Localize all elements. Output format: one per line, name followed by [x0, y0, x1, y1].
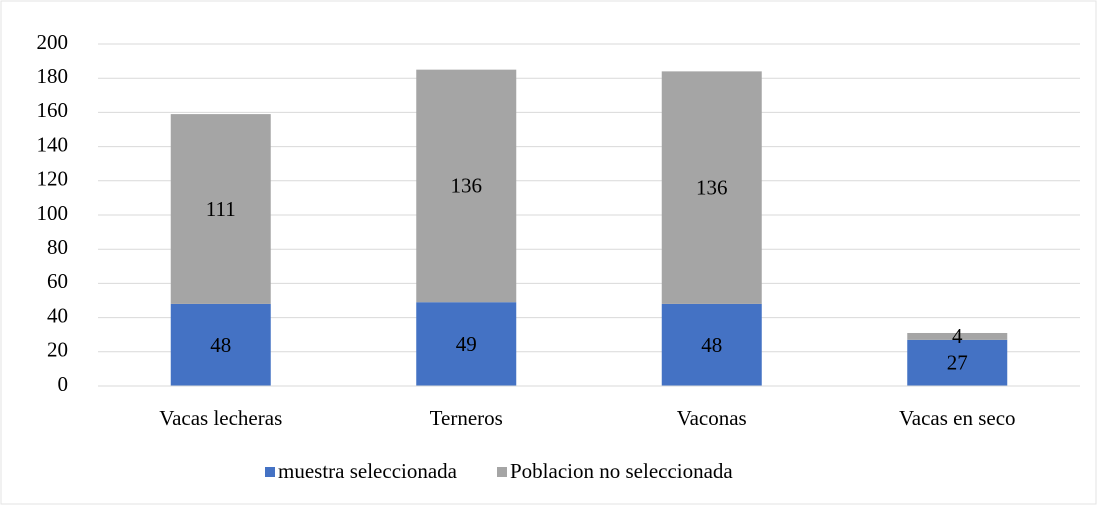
x-tick-label: Vacas lecheras [159, 406, 282, 430]
bar-segment [416, 69, 517, 303]
legend-label: Poblacion no seleccionada [510, 459, 733, 483]
bar-segment [661, 71, 762, 304]
y-tick-label: 80 [47, 235, 68, 259]
y-tick-label: 100 [37, 201, 69, 225]
legend-label: muestra seleccionada [278, 459, 458, 483]
x-tick-label: Vaconas [677, 406, 747, 430]
y-tick-label: 200 [37, 30, 69, 54]
y-tick-label: 140 [37, 132, 69, 156]
x-tick-label: Vacas en seco [899, 406, 1016, 430]
data-label: 48 [210, 333, 231, 357]
bar-segment [907, 332, 1008, 340]
data-label: 48 [701, 333, 722, 357]
bar-segment [416, 302, 517, 386]
y-tick-label: 180 [37, 64, 69, 88]
legend-swatch [265, 467, 275, 477]
bar-segment [661, 303, 762, 386]
legend-swatch [497, 467, 507, 477]
y-tick-label: 40 [47, 303, 68, 327]
bar-segment [907, 339, 1008, 386]
y-tick-label: 160 [37, 98, 69, 122]
y-tick-label: 0 [58, 372, 69, 396]
data-label: 27 [947, 351, 968, 375]
bar-segment [170, 303, 271, 386]
data-label: 4 [952, 324, 963, 348]
bar-segment [170, 114, 271, 304]
data-label: 49 [456, 332, 477, 356]
y-tick-label: 60 [47, 269, 68, 293]
data-label: 136 [696, 175, 728, 199]
y-tick-label: 120 [37, 167, 69, 191]
x-tick-label: Terneros [430, 406, 503, 430]
y-tick-label: 20 [47, 338, 68, 362]
data-label: 111 [206, 197, 236, 221]
data-label: 136 [451, 174, 483, 198]
